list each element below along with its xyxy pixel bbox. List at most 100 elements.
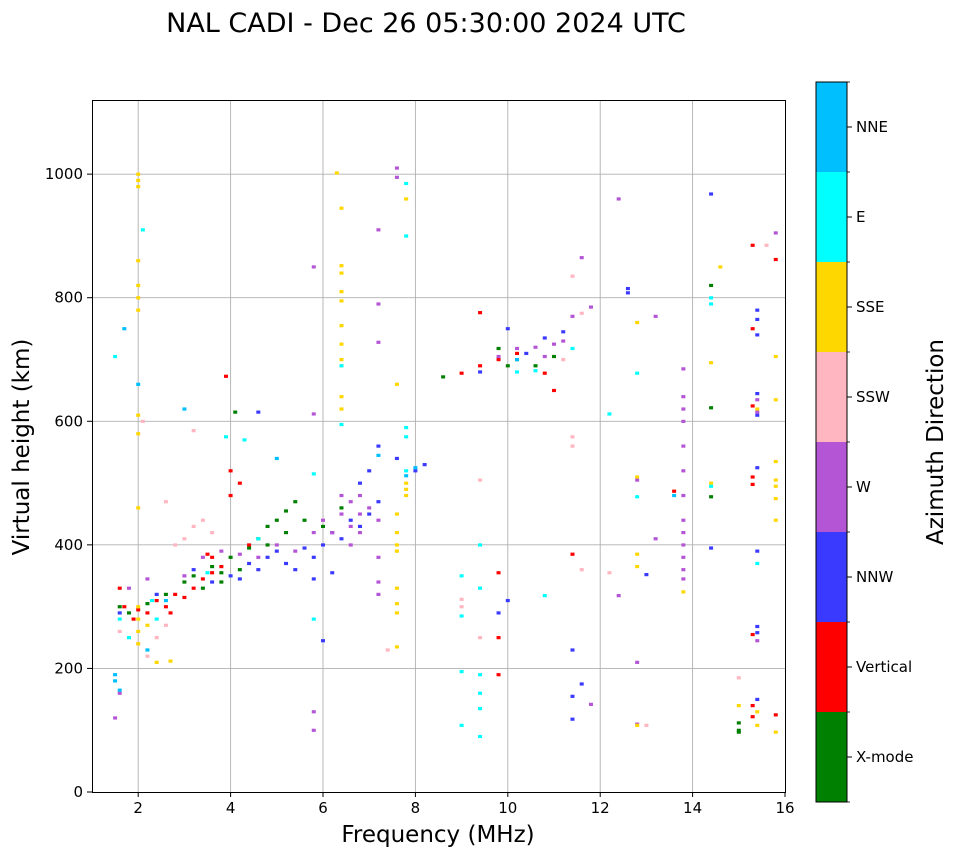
echo-point-vertical	[552, 388, 556, 393]
echo-point-e	[404, 435, 409, 439]
echo-point-e	[635, 495, 640, 499]
echo-point-nnw	[311, 555, 316, 559]
echo-point-nnw	[755, 631, 760, 635]
y-tick-label: 800	[54, 289, 83, 307]
echo-point-sse	[339, 206, 344, 210]
echo-point-w	[616, 197, 621, 201]
echo-point-e	[459, 614, 464, 618]
echo-point-sse	[339, 271, 344, 275]
echo-point-sse	[339, 264, 344, 268]
echo-point-sse	[136, 185, 141, 189]
echo-point-nne	[274, 456, 279, 461]
echo-point-nnw	[755, 333, 760, 337]
echo-point-nnw	[302, 546, 307, 550]
colorbar-segment	[816, 172, 847, 262]
echo-point-nnw	[191, 568, 196, 572]
echo-point-ssw	[579, 311, 584, 315]
echo-point-e	[256, 537, 261, 541]
echo-point-w	[376, 592, 381, 596]
echo-point-nnw	[505, 327, 510, 331]
echo-point-x-mode	[247, 546, 252, 550]
chart-title: NAL CADI - Dec 26 05:30:00 2024 UTC	[166, 8, 686, 39]
echo-point-sse	[136, 259, 141, 263]
echo-point-nnw	[284, 561, 289, 566]
colorbar-tick-label: SSW	[856, 388, 890, 406]
echo-point-w	[681, 419, 686, 423]
echo-point-sse	[394, 586, 399, 590]
echo-point-e	[459, 670, 464, 674]
echo-point-w	[348, 524, 353, 529]
x-tick-label: 2	[133, 799, 143, 817]
echo-point-w	[367, 506, 372, 510]
x-tick-label: 8	[411, 799, 421, 817]
echo-point-vertical	[773, 257, 778, 262]
echo-point-nnw	[755, 413, 760, 417]
echo-point-nnw	[117, 611, 122, 615]
echo-points	[113, 166, 778, 739]
echo-point-nnw	[265, 555, 270, 559]
echo-point-ssw	[191, 429, 196, 433]
echo-point-x-mode	[284, 509, 289, 513]
echo-point-e	[478, 586, 483, 590]
echo-point-vertical	[191, 586, 196, 590]
echo-point-w	[570, 314, 575, 318]
x-tick-label: 6	[318, 799, 328, 817]
echo-point-e	[478, 707, 483, 711]
echo-point-ssw	[200, 518, 205, 522]
echo-point-sse	[681, 590, 686, 594]
echo-point-w	[681, 469, 686, 473]
echo-point-sse	[755, 723, 760, 727]
echo-point-e	[117, 617, 122, 621]
echo-point-sse	[736, 704, 741, 708]
echo-point-w	[653, 314, 658, 318]
echo-point-vertical	[247, 543, 252, 547]
colorbar-tick-label: NNE	[856, 118, 888, 136]
echo-point-w	[330, 531, 335, 535]
echo-point-w	[588, 305, 593, 309]
echo-point-x-mode	[191, 574, 196, 578]
echo-point-e	[113, 354, 118, 359]
echo-point-sse	[773, 354, 778, 359]
echo-point-w	[515, 346, 520, 351]
echo-point-e	[311, 617, 316, 621]
y-tick-label: 0	[73, 783, 83, 801]
echo-point-e	[709, 302, 714, 306]
echo-point-w	[237, 552, 242, 556]
echo-point-w	[681, 367, 686, 371]
echo-point-e	[404, 181, 409, 186]
grid-lines	[92, 100, 785, 792]
echo-point-vertical	[237, 481, 242, 485]
echo-point-w	[681, 568, 686, 572]
echo-point-x-mode	[441, 375, 446, 379]
echo-point-w	[182, 574, 187, 578]
plot-frame	[92, 100, 786, 793]
echo-point-e	[533, 369, 538, 373]
echo-point-w	[588, 702, 593, 706]
echo-point-e	[150, 598, 155, 603]
echo-point-x-mode	[533, 364, 538, 368]
echo-point-nnw	[625, 291, 630, 295]
echo-point-x-mode	[182, 580, 187, 584]
echo-point-e	[140, 228, 145, 232]
echo-point-sse	[635, 564, 640, 569]
echo-point-vertical	[459, 371, 464, 375]
echo-point-sse	[635, 320, 640, 325]
echo-point-w	[117, 691, 122, 695]
echo-point-nnw	[755, 549, 760, 553]
echo-point-vertical	[154, 598, 159, 603]
echo-point-w	[126, 586, 131, 590]
echo-point-vertical	[496, 636, 501, 640]
echo-point-nnw	[570, 694, 575, 698]
echo-point-vertical	[223, 374, 228, 378]
echo-point-x-mode	[284, 531, 289, 535]
echo-point-nnw	[755, 308, 760, 312]
echo-point-sse	[773, 497, 778, 501]
echo-point-nnw	[644, 573, 649, 577]
echo-point-w	[256, 555, 261, 559]
echo-point-ssw	[154, 636, 159, 640]
echo-point-w	[339, 493, 344, 498]
echo-point-x-mode	[339, 506, 344, 510]
y-tick-label: 1000	[45, 165, 83, 183]
echo-point-e	[126, 636, 131, 640]
colorbar-segment	[816, 622, 847, 712]
